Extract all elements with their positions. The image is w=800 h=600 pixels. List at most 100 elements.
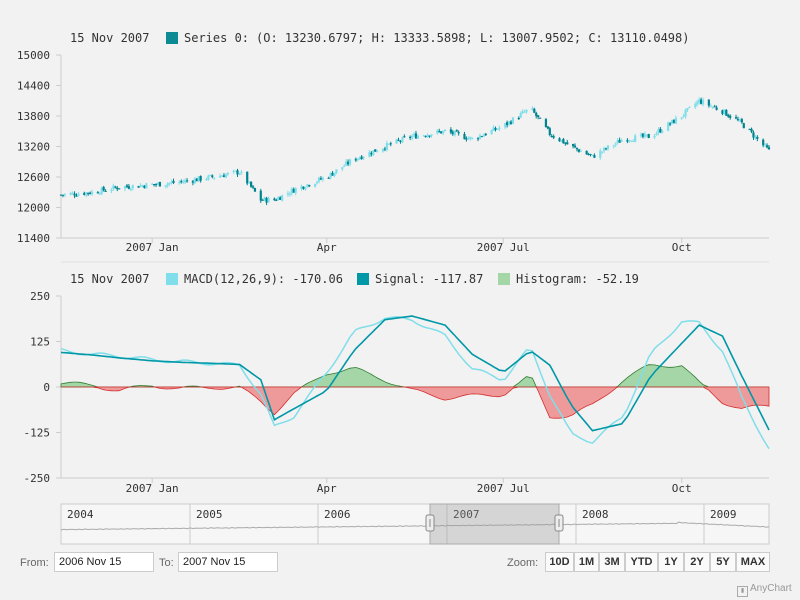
candle-body xyxy=(548,128,551,136)
candle-body xyxy=(281,195,284,201)
macd-plot[interactable]: 15 Nov 2007 MACD(12,26,9): -170.06 Signa… xyxy=(24,272,770,495)
price-x-axis: 2007 Jan Apr 2007 Jul Oct xyxy=(126,238,692,254)
zoom-button-1y[interactable]: 1Y xyxy=(658,552,684,572)
candle-body xyxy=(686,107,689,110)
price-x-tick-label: 2007 Jul xyxy=(477,241,530,254)
candle-body xyxy=(579,151,582,153)
candle-body xyxy=(715,107,718,110)
scroller[interactable]: 2004 2005 2006 2007 2008 2009 xyxy=(60,503,770,545)
candle-body xyxy=(259,190,262,201)
candle-body xyxy=(246,171,249,184)
zoom-button-1m[interactable]: 1M xyxy=(574,552,599,572)
candle-body xyxy=(509,121,513,124)
candle-body xyxy=(414,133,418,139)
price-plot[interactable]: 15 Nov 2007 Series 0: (O: 13230.6797; H:… xyxy=(17,31,771,254)
candle-body xyxy=(410,135,414,139)
macd-x-tick-label: 2007 Jul xyxy=(477,482,530,495)
candle-body xyxy=(585,150,588,155)
candle-body xyxy=(220,175,224,177)
candle-body xyxy=(533,108,536,113)
candle-body xyxy=(129,189,132,191)
macd-x-tick-label: Oct xyxy=(672,482,692,495)
zoom-button-5y[interactable]: 5Y xyxy=(710,552,736,572)
candle-body xyxy=(634,135,637,142)
from-date-input[interactable] xyxy=(54,552,154,572)
candle-body xyxy=(141,185,144,187)
macd-y-tick-label: -250 xyxy=(24,472,51,485)
candle-body xyxy=(539,117,542,119)
candle-body xyxy=(178,182,181,184)
credits-text: AnyChart xyxy=(750,583,792,594)
macd-legend-macd: MACD(12,26,9): -170.06 xyxy=(184,272,343,286)
price-legend-ohlc: (O: 13230.6797; H: 13333.5898; L: 13007.… xyxy=(256,31,689,45)
candle-body xyxy=(87,192,90,194)
candle-body xyxy=(725,109,728,116)
candle-body xyxy=(275,200,278,202)
zoom-button-2y[interactable]: 2Y xyxy=(684,552,710,572)
candle-body xyxy=(523,111,526,113)
candle-body xyxy=(154,184,158,186)
macd-legend-histogram: Histogram: -52.19 xyxy=(516,272,639,286)
zoom-button-max[interactable]: MAX xyxy=(736,552,770,572)
scroller-selected-range[interactable] xyxy=(429,503,560,545)
credits[interactable]: ▮ AnyChart xyxy=(737,583,792,597)
candle-body xyxy=(399,140,402,142)
zoom-button-10d[interactable]: 10D xyxy=(545,552,574,572)
candle-body xyxy=(73,193,76,196)
candle-body xyxy=(558,138,561,142)
candle-body xyxy=(218,175,222,178)
price-y-tick-label: 15000 xyxy=(17,49,50,62)
candle-body xyxy=(571,143,575,147)
macd-y-tick-label: -125 xyxy=(24,427,51,440)
candle-body xyxy=(511,117,515,124)
candle-body xyxy=(713,106,716,108)
price-x-tick-label: 2007 Jan xyxy=(126,241,179,254)
candle-body xyxy=(620,140,623,142)
candle-body xyxy=(158,181,162,187)
candle-body xyxy=(331,172,334,176)
candle-body xyxy=(116,187,119,190)
candle-body xyxy=(700,99,703,104)
candle-body xyxy=(261,199,264,201)
candle-body xyxy=(684,109,687,117)
candle-body xyxy=(573,145,577,148)
candle-body xyxy=(139,185,142,188)
candle-body xyxy=(601,151,604,153)
to-date-input[interactable] xyxy=(178,552,278,572)
price-y-tick-label: 13800 xyxy=(17,110,50,123)
candle-body xyxy=(668,123,672,125)
candle-body xyxy=(701,99,705,105)
candle-body xyxy=(172,180,175,183)
price-y-axis: 15000 14400 13800 13200 12600 12000 11400 xyxy=(17,49,61,245)
candle-body xyxy=(61,194,65,196)
candle-body xyxy=(185,180,189,182)
candle-body xyxy=(387,143,390,145)
scroller-year-label: 2004 xyxy=(67,508,94,521)
price-legend-series: Series 0: xyxy=(184,31,249,45)
candle-body xyxy=(723,109,726,115)
candle-body xyxy=(286,193,290,195)
macd-series-group[interactable] xyxy=(60,315,770,450)
candle-body xyxy=(606,145,610,149)
candle-body xyxy=(197,176,200,182)
candle-body xyxy=(118,188,121,190)
candle-body xyxy=(562,139,565,144)
candle-body xyxy=(604,148,608,150)
candle-body xyxy=(762,139,765,146)
candle-body xyxy=(193,178,196,184)
zoom-button-3m[interactable]: 3M xyxy=(599,552,625,572)
candle-body xyxy=(236,170,239,175)
price-legend-marker xyxy=(166,32,178,44)
macd-legend-marker xyxy=(166,273,178,285)
candlestick-series[interactable] xyxy=(59,97,771,206)
scroller-year-label: 2008 xyxy=(582,508,609,521)
candle-body xyxy=(632,140,635,142)
macd-legend-date: 15 Nov 2007 xyxy=(70,272,149,286)
zoom-button-ytd[interactable]: YTD xyxy=(625,552,658,572)
candle-body xyxy=(346,161,350,165)
candle-body xyxy=(564,142,567,144)
candle-body xyxy=(59,194,63,196)
candle-body xyxy=(630,140,633,142)
candle-body xyxy=(740,119,743,123)
